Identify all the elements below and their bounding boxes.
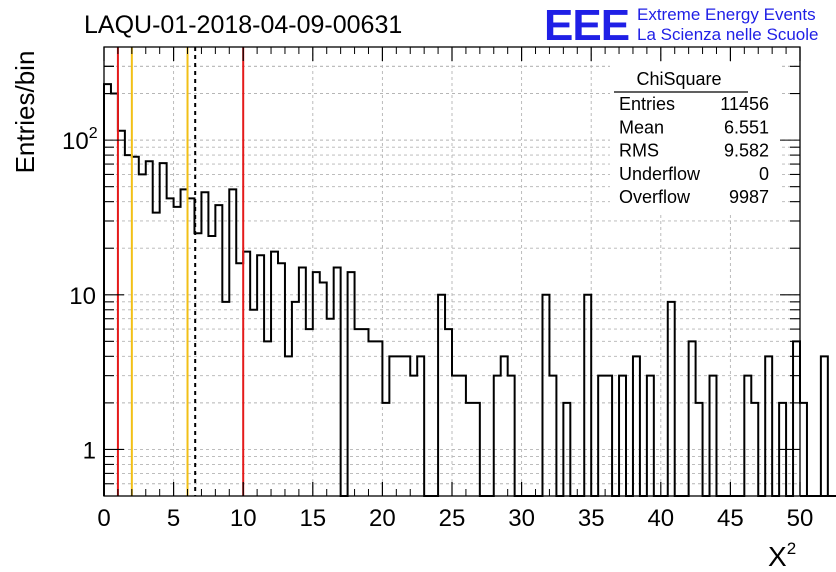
- y-tick-label: 10: [69, 283, 96, 310]
- run-title: LAQU-01-2018-04-09-00631: [84, 11, 402, 39]
- stats-row-label: Entries: [619, 94, 675, 114]
- axis-ticks: [103, 47, 801, 496]
- stats-rows: Entries 11456 Mean 6.551 RMS 9.582 Underflow 0 O…: [619, 94, 769, 207]
- logo-line-1: Extreme Energy Events: [637, 5, 816, 24]
- x-tick-label: 25: [439, 505, 466, 532]
- stats-row-label: Underflow: [619, 164, 701, 184]
- x-tick-label: 20: [369, 505, 396, 532]
- x-tick-label: 30: [508, 505, 535, 532]
- stats-row-label: RMS: [619, 141, 659, 161]
- stats-row-value: 6.551: [724, 117, 769, 137]
- stats-row-value: 0: [759, 164, 769, 184]
- x-tick-label: 0: [97, 505, 110, 532]
- stats-row-label: Mean: [619, 117, 664, 137]
- stats-box-title: ChiSquare: [636, 69, 721, 89]
- stats-box: ChiSquare Entries 11456 Mean 6.551 RMS 9.582 U…: [610, 64, 780, 212]
- x-axis-label: X2: [768, 539, 796, 572]
- y-tick-label: 102: [62, 125, 98, 155]
- y-tick-label: 1: [83, 437, 96, 464]
- y-axis-label: Entries/bin: [10, 51, 40, 174]
- tick-labels: 0 5 10 15 20 25 30 35 40 45 50 1 10 102: [62, 125, 813, 532]
- grid: [104, 47, 800, 496]
- x-tick-label: 50: [787, 505, 814, 532]
- stats-row-value: 9987: [729, 187, 769, 207]
- logo-mark: EEE: [544, 1, 629, 50]
- stats-row-value: 11456: [720, 94, 769, 114]
- x-tick-label: 35: [578, 505, 605, 532]
- logo-line-2: La Scienza nelle Scuole: [637, 25, 818, 44]
- stats-row-label: Overflow: [619, 187, 691, 207]
- stats-box-background: [610, 64, 780, 212]
- x-tick-label: 10: [230, 505, 257, 532]
- eee-logo: EEE Extreme Energy Events La Scienza nel…: [544, 1, 818, 50]
- x-tick-label: 5: [167, 505, 180, 532]
- threshold-lines: [116, 47, 245, 496]
- stats-row-value: 9.582: [724, 141, 769, 161]
- x-tick-label: 15: [299, 505, 326, 532]
- x-tick-label: 45: [717, 505, 744, 532]
- x-tick-label: 40: [647, 505, 674, 532]
